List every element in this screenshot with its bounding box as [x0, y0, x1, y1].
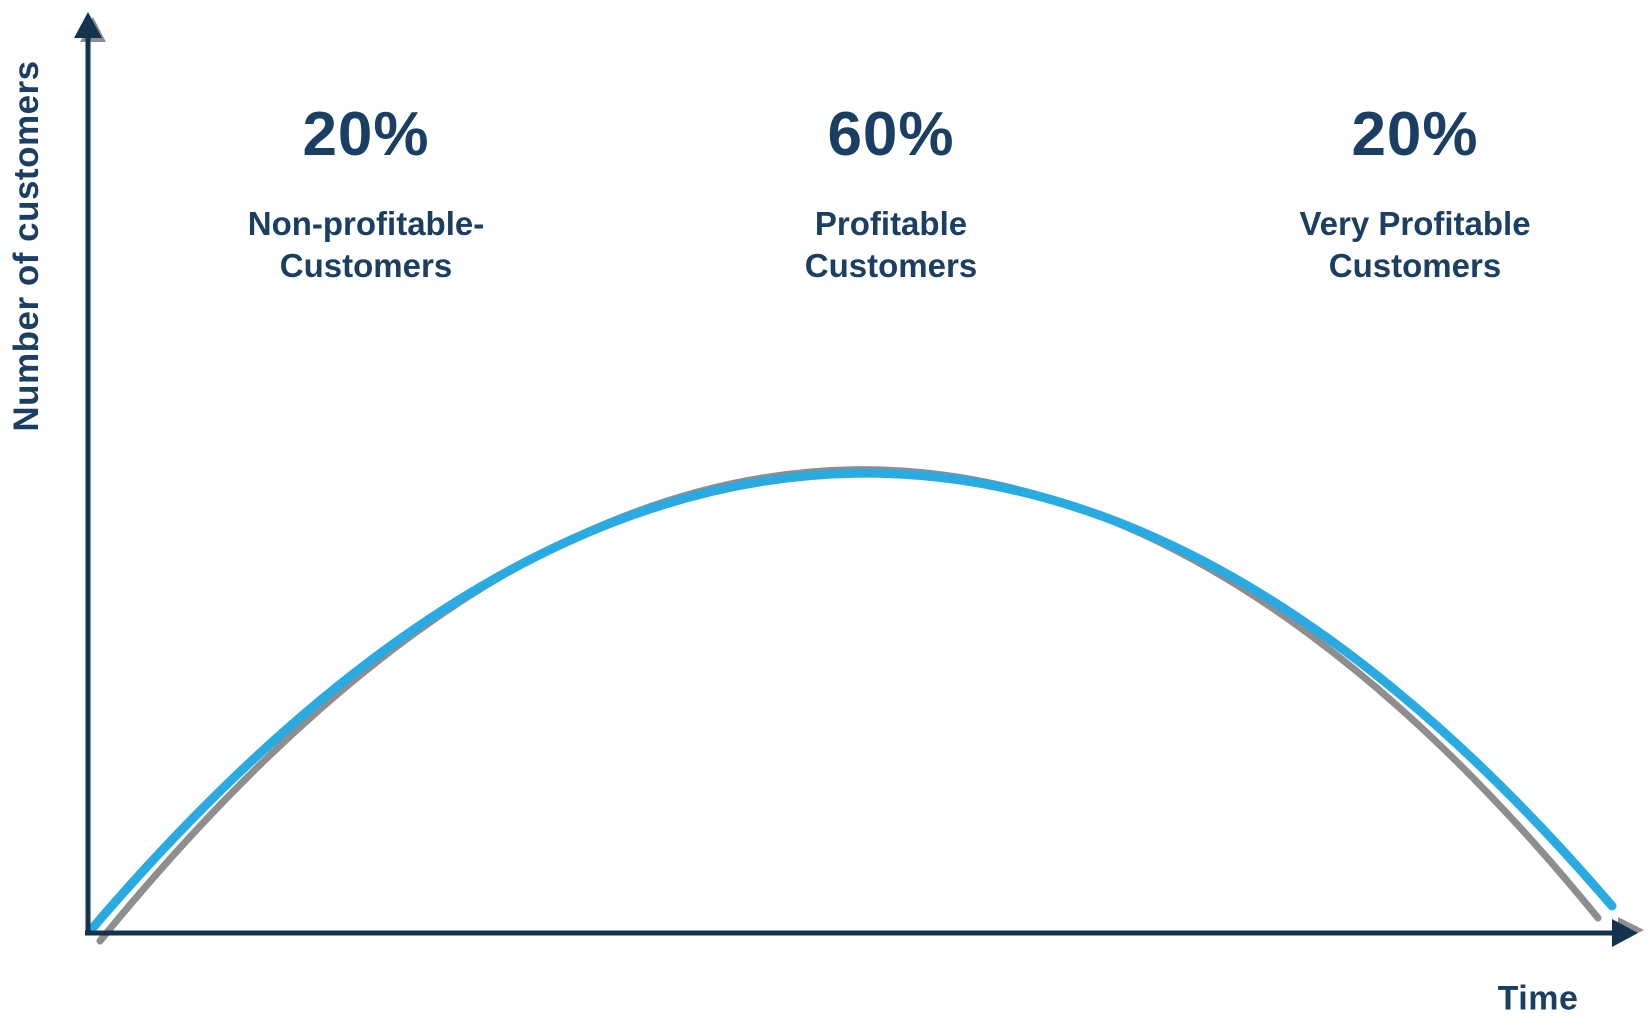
segment-label-line2: Customers [1328, 247, 1502, 284]
x-axis-label: Time [1497, 979, 1579, 1018]
y-axis-arrow-icon [74, 12, 102, 38]
segment-profitable: 60% Profitable Customers [805, 103, 977, 287]
profit-curve [85, 468, 1617, 936]
segment-label-line2: Customers [804, 247, 978, 284]
segment-label-line1: Non-profitable- [247, 205, 485, 242]
curve-shadow [96, 466, 1602, 945]
segment-label: Profitable Customers [805, 203, 977, 287]
segment-label: Non-profitable- Customers [248, 203, 484, 287]
x-axis-arrow-icon [1612, 919, 1638, 947]
segment-label: Very Profitable Customers [1299, 203, 1530, 287]
segment-label-line1: Profitable [814, 205, 968, 242]
segment-label-line2: Customers [279, 247, 453, 284]
segment-percent: 60% [827, 100, 955, 169]
segment-non-profitable: 20% Non-profitable- Customers [248, 103, 484, 287]
segment-very-profitable: 20% Very Profitable Customers [1299, 103, 1530, 287]
segment-percent: 20% [1351, 100, 1479, 169]
segment-percent: 20% [302, 100, 430, 169]
y-axis-label: Number of customers [7, 60, 46, 432]
segment-label-line1: Very Profitable [1299, 205, 1531, 242]
